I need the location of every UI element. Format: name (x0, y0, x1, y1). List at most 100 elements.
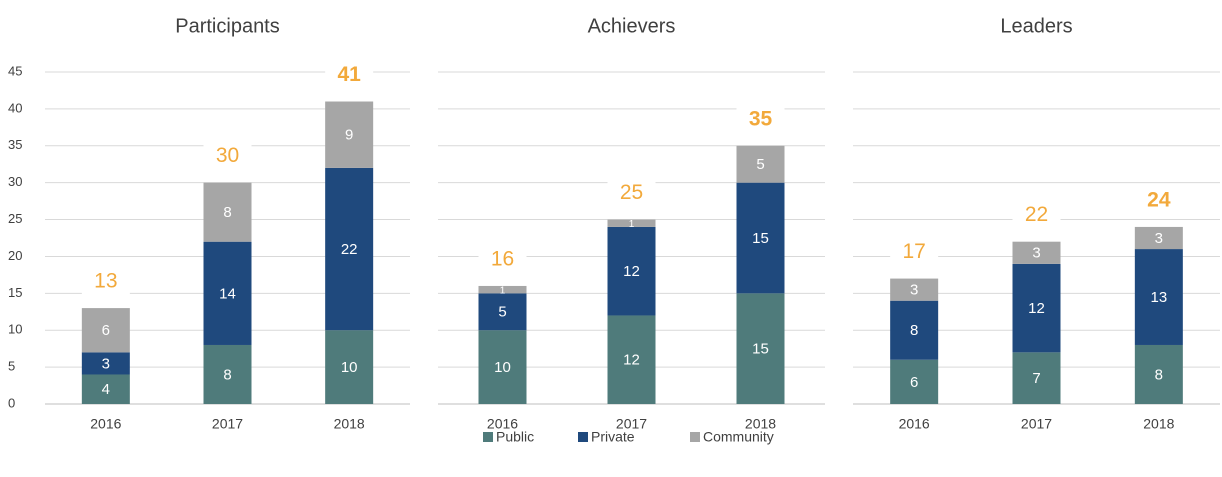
y-tick-label: 10 (8, 322, 22, 337)
data-label: 3 (1155, 230, 1163, 247)
total-label-bg (736, 105, 785, 134)
bar-segment (478, 285, 527, 294)
total-label-bg (325, 61, 374, 90)
bar-segment (1012, 263, 1061, 353)
x-tick-label: 2016 (487, 416, 518, 432)
x-tick-label: 2017 (616, 416, 647, 432)
legend-label: Public (496, 429, 534, 445)
data-label: 1 (629, 219, 635, 230)
total-label-bg (81, 268, 130, 297)
data-label: 9 (345, 127, 353, 144)
bar-segment (607, 219, 656, 227)
data-label: 6 (102, 322, 110, 339)
x-tick-label: 2018 (1143, 416, 1174, 432)
total-label: 24 (1147, 188, 1171, 211)
total-label-bg (478, 245, 527, 274)
total-label: 25 (620, 181, 643, 204)
data-label: 10 (341, 359, 358, 376)
data-label: 14 (219, 285, 236, 302)
total-label-bg (890, 238, 939, 267)
data-label: 12 (623, 352, 640, 369)
bar-segment (607, 226, 656, 316)
bar-segment (478, 330, 527, 404)
bar-segment (203, 182, 252, 242)
data-label: 15 (752, 341, 769, 358)
x-tick-label: 2016 (899, 416, 930, 432)
total-label: 35 (749, 107, 773, 130)
data-label: 5 (498, 304, 506, 321)
data-label: 8 (223, 204, 231, 221)
total-label-bg (203, 142, 252, 171)
bar-segment (478, 293, 527, 331)
data-label: 1 (500, 285, 506, 296)
data-label: 4 (102, 381, 110, 398)
total-label-bg (1012, 201, 1061, 230)
data-label: 8 (1155, 366, 1163, 383)
bar-segment (736, 293, 785, 404)
bar-segment (890, 300, 939, 360)
total-label: 22 (1025, 203, 1048, 226)
bar-segment (81, 374, 130, 404)
chart-title: Leaders (1000, 15, 1072, 37)
total-label: 13 (94, 270, 117, 293)
data-label: 8 (910, 322, 918, 339)
x-tick-label: 2018 (745, 416, 776, 432)
bar-segment (1134, 249, 1183, 345)
legend-swatch (690, 432, 700, 442)
x-tick-label: 2018 (334, 416, 365, 432)
bar-segment (1134, 226, 1183, 250)
bar-segment (325, 101, 374, 168)
bar-segment (81, 352, 130, 375)
bar-segment (607, 315, 656, 404)
legend-swatch (578, 432, 588, 442)
data-label: 15 (752, 230, 769, 247)
bar-segment (890, 278, 939, 301)
chart-title: Achievers (588, 15, 676, 37)
y-tick-label: 25 (8, 211, 22, 226)
bar-segment (736, 182, 785, 294)
data-label: 6 (910, 374, 918, 391)
data-label: 22 (341, 241, 358, 258)
data-label: 5 (756, 156, 764, 173)
data-label: 3 (1032, 245, 1040, 262)
legend-label: Community (703, 429, 774, 445)
data-label: 8 (223, 366, 231, 383)
legend-label: Private (591, 429, 635, 445)
bar-segment (736, 145, 785, 183)
data-label: 3 (102, 355, 110, 372)
total-label: 30 (216, 144, 239, 167)
bar-segment (203, 241, 252, 345)
total-label: 16 (491, 248, 514, 271)
y-tick-label: 30 (8, 174, 22, 189)
legend-swatch (483, 432, 493, 442)
data-label: 12 (623, 263, 640, 280)
data-label: 12 (1028, 300, 1045, 317)
bar-segment (1134, 344, 1183, 404)
bar-segment (1012, 241, 1061, 264)
bar-segment (203, 344, 252, 404)
y-tick-label: 20 (8, 248, 22, 263)
total-label-bg (1134, 186, 1183, 215)
bar-segment (81, 308, 130, 353)
bar-segment (890, 359, 939, 404)
y-tick-label: 0 (8, 395, 15, 410)
total-label: 41 (337, 63, 361, 86)
x-tick-label: 2017 (212, 416, 243, 432)
total-label: 17 (902, 240, 925, 263)
chart-title: Participants (175, 15, 280, 37)
total-label-bg (607, 179, 656, 208)
data-label: 10 (494, 359, 511, 376)
bar-segment (325, 167, 374, 331)
y-tick-label: 15 (8, 285, 22, 300)
y-tick-label: 40 (8, 100, 22, 115)
x-tick-label: 2016 (90, 416, 121, 432)
x-tick-label: 2017 (1021, 416, 1052, 432)
bar-segment (325, 330, 374, 404)
y-tick-label: 35 (8, 137, 22, 152)
data-label: 7 (1032, 370, 1040, 387)
y-tick-label: 5 (8, 359, 15, 374)
data-label: 3 (910, 282, 918, 299)
y-tick-label: 45 (8, 63, 22, 78)
